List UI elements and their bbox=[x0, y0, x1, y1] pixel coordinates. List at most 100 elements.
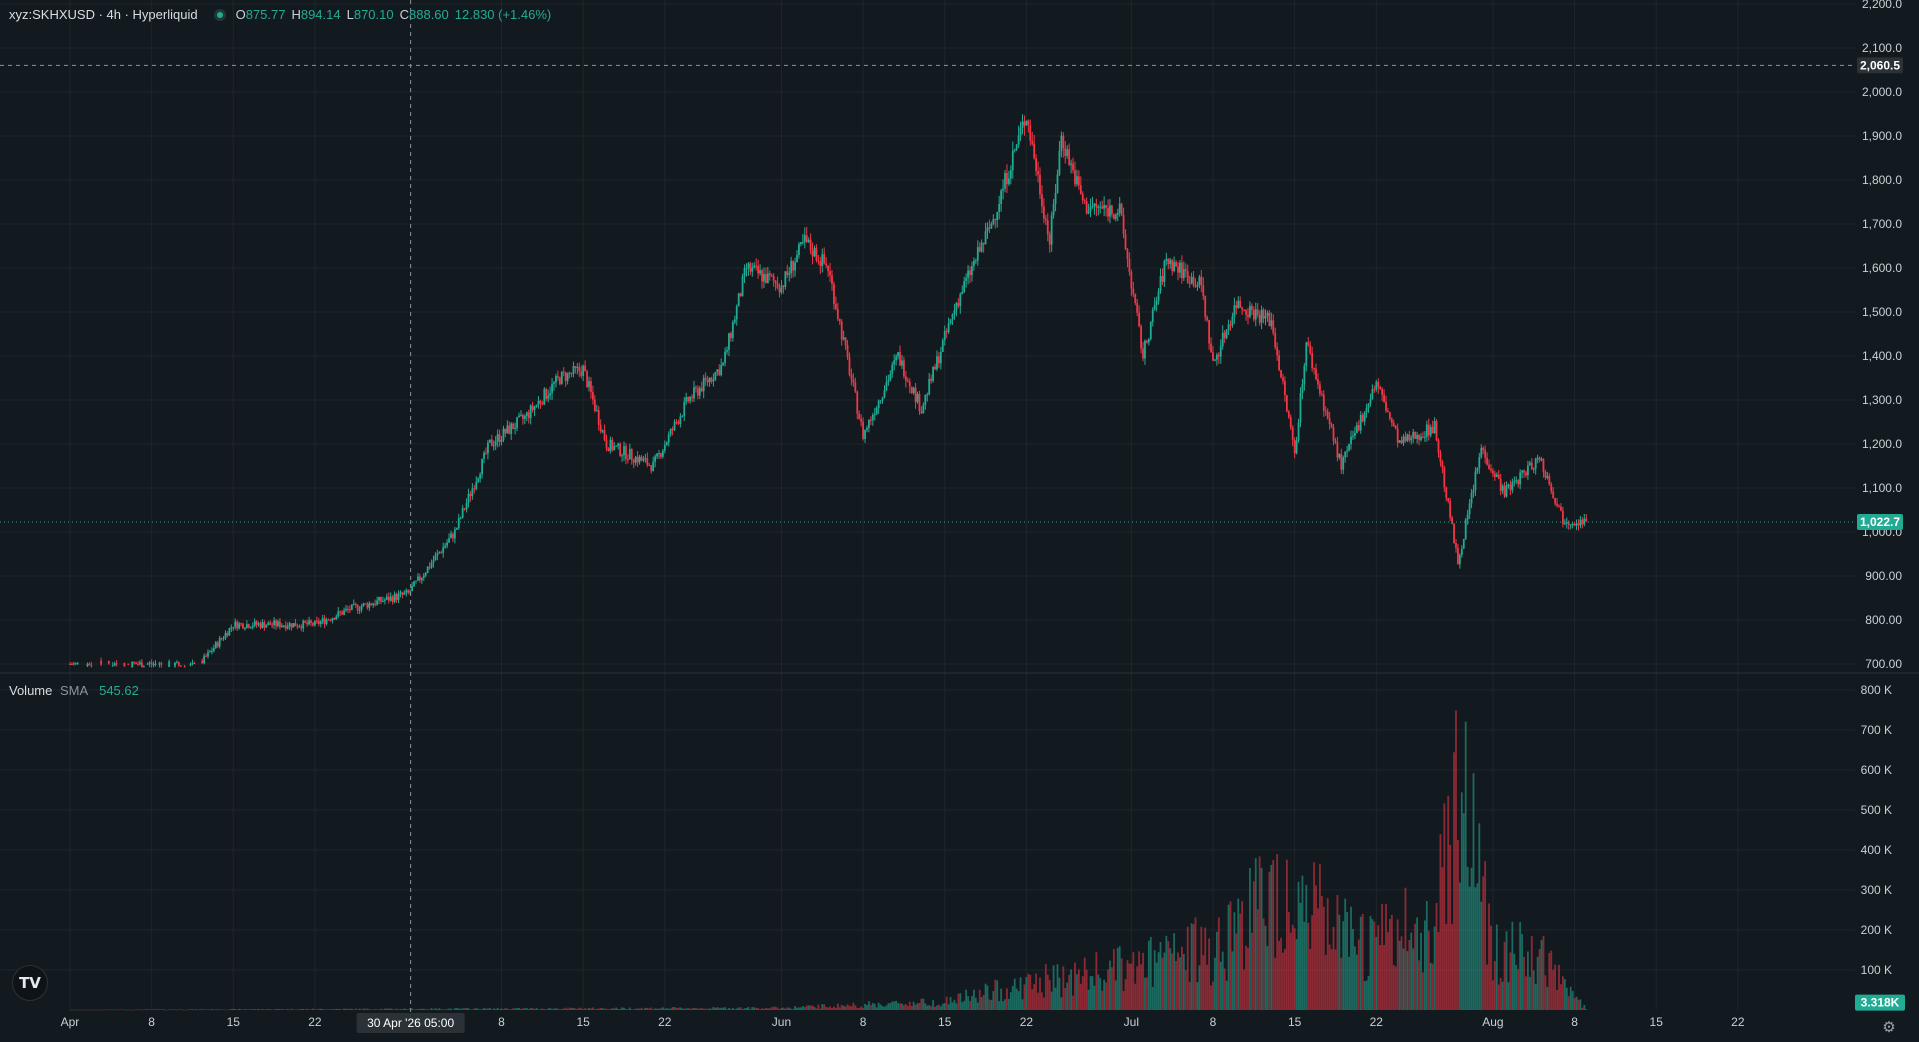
candle-body bbox=[1192, 276, 1195, 286]
volume-bar bbox=[1319, 864, 1321, 1010]
candle-body bbox=[444, 545, 447, 548]
candle-body bbox=[1254, 309, 1257, 320]
candle-body bbox=[512, 423, 515, 430]
settings-gear-icon[interactable]: ⚙ bbox=[1882, 1018, 1896, 1036]
volume-bar bbox=[1266, 946, 1269, 1010]
volume-bar bbox=[1402, 948, 1405, 1010]
volume-bar bbox=[570, 1007, 573, 1010]
volume-bar bbox=[306, 1008, 309, 1010]
volume-bar bbox=[448, 1008, 450, 1010]
symbol-title[interactable]: xyz:SKHXUSD · 4h · Hyperliquid bbox=[9, 7, 198, 22]
volume-bar bbox=[1371, 919, 1374, 1010]
volume-bar bbox=[1387, 932, 1389, 1010]
volume-bar bbox=[984, 983, 987, 1010]
market-status-icon[interactable] bbox=[213, 8, 226, 21]
candle-body bbox=[529, 405, 532, 419]
volume-bar bbox=[708, 1008, 711, 1010]
price-tick-label: 800.00 bbox=[1865, 613, 1902, 627]
candle-body bbox=[895, 356, 898, 361]
candle-body bbox=[1418, 434, 1420, 440]
candle-body bbox=[1169, 259, 1172, 265]
candle-body bbox=[656, 453, 658, 457]
volume-bar bbox=[613, 1008, 616, 1010]
candle-body bbox=[704, 377, 707, 380]
candle-body bbox=[934, 366, 936, 370]
volume-bar bbox=[1470, 867, 1473, 1010]
candle-body bbox=[426, 566, 429, 574]
volume-bar bbox=[615, 1007, 618, 1010]
volume-bar bbox=[679, 1007, 682, 1010]
volume-bar bbox=[209, 1009, 211, 1011]
candle-body bbox=[1237, 300, 1240, 309]
volume-bar bbox=[1023, 984, 1026, 1010]
symbol-legend: xyz:SKHXUSD · 4h · Hyperliquid O 875.77 H… bbox=[9, 7, 557, 22]
volume-bar bbox=[1398, 940, 1401, 1010]
candle-body bbox=[531, 405, 534, 411]
candle-body bbox=[1239, 300, 1242, 308]
volume-bar bbox=[934, 1006, 936, 1010]
tradingview-logo-icon[interactable]: TV bbox=[12, 965, 48, 1001]
candle-body bbox=[259, 623, 262, 628]
volume-legend[interactable]: Volume SMA 545.62 bbox=[9, 683, 139, 698]
volume-bar bbox=[856, 1007, 859, 1010]
candle-body bbox=[1490, 468, 1492, 471]
volume-bar bbox=[640, 1007, 643, 1010]
time-axis[interactable]: Apr 8 15 22 8 15 22 Jun 8 15 22 Jul 8 15 22 Aug 8 15 22 bbox=[61, 1015, 1745, 1029]
candle-body bbox=[1455, 543, 1457, 548]
volume-bar bbox=[555, 1008, 557, 1010]
candle-body bbox=[918, 393, 921, 412]
volume-bar bbox=[1142, 952, 1144, 1010]
candle-body bbox=[778, 288, 781, 293]
volume-bar bbox=[337, 1009, 340, 1010]
candle-body bbox=[813, 247, 816, 257]
candle-body bbox=[1037, 171, 1039, 175]
candle-body bbox=[1357, 425, 1360, 431]
volume-bar bbox=[1105, 982, 1107, 1010]
candle-body bbox=[1025, 120, 1028, 126]
candle-body bbox=[873, 414, 876, 416]
volume-bar bbox=[179, 1009, 182, 1010]
price-axis[interactable]: 2,200.02,100.02,000.01,900.01,800.01,700… bbox=[1862, 0, 1902, 671]
volume-bar bbox=[329, 1009, 332, 1010]
volume-bar bbox=[846, 1004, 849, 1010]
volume-bar bbox=[187, 1009, 190, 1011]
candle-body bbox=[1153, 304, 1156, 310]
candle-body bbox=[850, 374, 853, 380]
volume-bar bbox=[1101, 990, 1104, 1010]
volume-bar bbox=[1336, 895, 1339, 1010]
last-volume-tag-text: 3.318K bbox=[1861, 996, 1900, 1010]
volume-bar bbox=[279, 1009, 281, 1010]
candle-body bbox=[1091, 205, 1094, 208]
volume-bar bbox=[418, 1008, 421, 1010]
candle-body bbox=[407, 590, 410, 593]
candle-body bbox=[807, 239, 810, 243]
volume-bar bbox=[1585, 1009, 1588, 1010]
candle-body bbox=[487, 442, 489, 454]
volume-bar bbox=[881, 1006, 884, 1010]
candle-body bbox=[869, 419, 872, 421]
candle-body bbox=[319, 621, 322, 624]
candle-body bbox=[1476, 467, 1479, 472]
candle-body bbox=[1252, 310, 1255, 320]
candle-body bbox=[1175, 262, 1177, 267]
open-label: O bbox=[235, 7, 246, 22]
volume-bar bbox=[1357, 939, 1360, 1010]
candle-body bbox=[714, 372, 717, 380]
volume-bar bbox=[473, 1008, 476, 1010]
volume-bar bbox=[568, 1007, 571, 1010]
candle-body bbox=[459, 517, 462, 519]
candle-body bbox=[183, 665, 186, 667]
volume-bar bbox=[551, 1008, 553, 1010]
volume-bar bbox=[343, 1008, 345, 1010]
volume-bar bbox=[1299, 902, 1302, 1010]
candle-body bbox=[998, 204, 1001, 212]
candle-body bbox=[1159, 276, 1162, 292]
candle-body bbox=[1423, 436, 1426, 438]
volume-bar bbox=[1352, 929, 1354, 1010]
candle-body bbox=[244, 628, 246, 630]
candle-body bbox=[996, 211, 999, 221]
candle-body bbox=[689, 396, 691, 402]
candle-body bbox=[1398, 440, 1401, 443]
